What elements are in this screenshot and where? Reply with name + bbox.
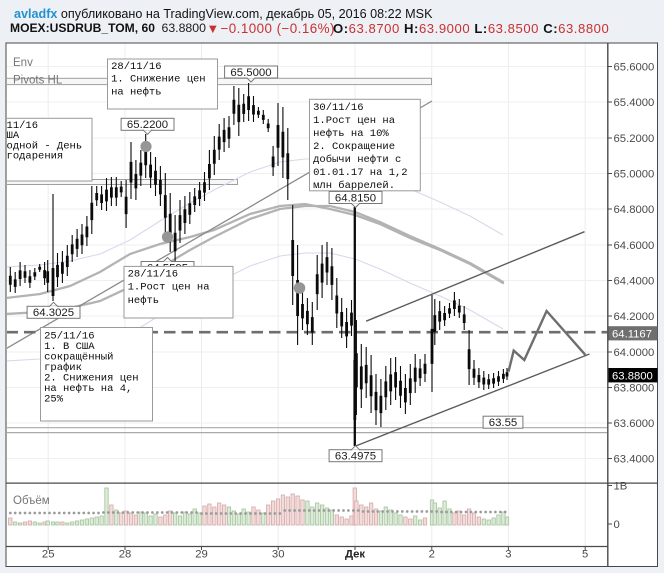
svg-text:63.4000: 63.4000 bbox=[614, 454, 655, 466]
svg-text:65.5000: 65.5000 bbox=[230, 67, 271, 79]
svg-text:2. Сокращение: 2. Сокращение bbox=[313, 141, 395, 153]
svg-text:1.Рост цен на: 1.Рост цен на bbox=[313, 115, 395, 127]
svg-text:64.3025: 64.3025 bbox=[33, 307, 74, 319]
svg-text:сокращённый: сокращённый bbox=[44, 351, 113, 363]
svg-text:млн баррелей.: млн баррелей. bbox=[313, 179, 395, 192]
svg-text:2: 2 bbox=[429, 549, 435, 561]
svg-text:64.0000: 64.0000 bbox=[614, 347, 655, 359]
svg-text:2. Снижения цен: 2. Снижения цен bbox=[44, 372, 139, 384]
svg-text:65.0000: 65.0000 bbox=[614, 169, 655, 181]
svg-text:65.2000: 65.2000 bbox=[614, 133, 655, 145]
svg-text:63.4975: 63.4975 bbox=[335, 451, 376, 463]
svg-text:1. Снижение цен: 1. Снижение цен bbox=[111, 74, 206, 86]
svg-text:63.6000: 63.6000 bbox=[614, 418, 655, 430]
svg-text:28: 28 bbox=[119, 549, 132, 561]
svg-text:25/11/16: 25/11/16 bbox=[44, 330, 94, 342]
svg-text:Объём: Объём bbox=[13, 495, 50, 507]
svg-text:1. В США: 1. В США bbox=[44, 341, 95, 353]
svg-text:63.8800: 63.8800 bbox=[612, 370, 653, 382]
svg-text:28/11/16: 28/11/16 bbox=[128, 269, 178, 281]
svg-text:благодарения: благодарения bbox=[0, 150, 63, 163]
svg-text:нефть на 10%: нефть на 10% bbox=[313, 127, 389, 140]
svg-text:1.Рост цен на: 1.Рост цен на bbox=[128, 282, 210, 294]
svg-text:добычи нефти с: добычи нефти с bbox=[313, 153, 401, 166]
svg-text:65.2200: 65.2200 bbox=[127, 119, 168, 131]
svg-text:25%: 25% bbox=[44, 393, 64, 405]
svg-text:3: 3 bbox=[505, 549, 511, 561]
svg-text:Env: Env bbox=[13, 57, 33, 69]
svg-text:29: 29 bbox=[195, 549, 208, 561]
svg-text:5: 5 bbox=[582, 549, 588, 561]
svg-text:24/11/16: 24/11/16 bbox=[0, 120, 38, 132]
svg-text:график: график bbox=[44, 361, 82, 374]
svg-text:1B: 1B bbox=[614, 481, 628, 493]
svg-text:Дек: Дек bbox=[345, 549, 365, 561]
svg-text:Pivots HL: Pivots HL bbox=[13, 75, 63, 87]
svg-text:30: 30 bbox=[272, 549, 285, 561]
svg-text:64.8150: 64.8150 bbox=[335, 192, 376, 204]
svg-text:65.4000: 65.4000 bbox=[614, 97, 655, 109]
svg-text:63.8000: 63.8000 bbox=[614, 383, 655, 395]
svg-text:В США: В США bbox=[0, 130, 20, 142]
svg-text:28/11/16: 28/11/16 bbox=[111, 61, 161, 73]
svg-text:64.8000: 64.8000 bbox=[614, 204, 655, 216]
svg-text:64.2000: 64.2000 bbox=[614, 311, 655, 323]
svg-text:на нефть: на нефть bbox=[111, 85, 161, 98]
svg-text:65.6000: 65.6000 bbox=[614, 62, 655, 74]
svg-text:на нефть на 4,: на нефть на 4, bbox=[44, 382, 132, 395]
svg-text:нефть: нефть bbox=[128, 294, 160, 307]
svg-text:63.55: 63.55 bbox=[489, 417, 518, 429]
svg-text:64.4000: 64.4000 bbox=[614, 276, 655, 288]
svg-text:64.1167: 64.1167 bbox=[612, 328, 652, 340]
svg-text:0: 0 bbox=[614, 519, 620, 531]
svg-text:выходной - День: выходной - День bbox=[0, 140, 82, 152]
svg-text:64.6000: 64.6000 bbox=[614, 240, 655, 252]
svg-text:30/11/16: 30/11/16 bbox=[313, 102, 363, 114]
svg-text:25: 25 bbox=[42, 549, 55, 561]
svg-text:01.01.17 на 1,2: 01.01.17 на 1,2 bbox=[313, 167, 408, 179]
